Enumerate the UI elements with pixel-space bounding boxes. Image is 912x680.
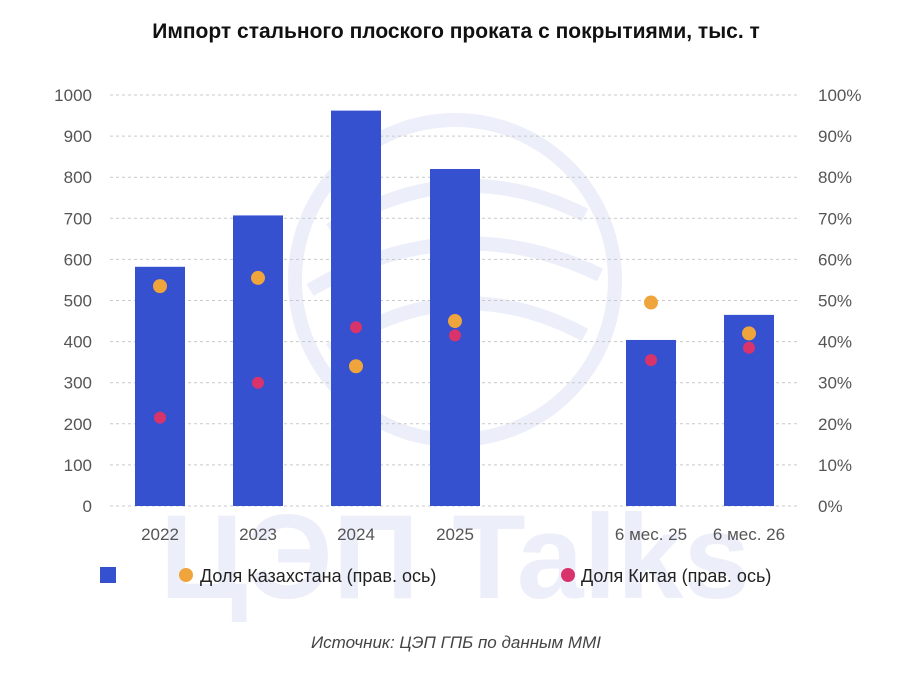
- x-tick-label: 6 мес. 25: [615, 525, 687, 544]
- china-share-point-2025: [449, 329, 461, 342]
- left-tick-label: 800: [64, 168, 92, 187]
- right-tick-label: 60%: [818, 250, 852, 269]
- left-tick-label: 400: [64, 333, 92, 352]
- dot-series: [153, 270, 756, 424]
- bar-2024: [331, 110, 381, 507]
- left-tick-label: 200: [64, 415, 92, 434]
- left-tick-label: 100: [64, 456, 92, 475]
- x-tick-label: 2024: [337, 525, 375, 544]
- right-axis-ticks: 0% 10% 20% 30% 40% 50% 60% 70% 80% 90% 100%: [818, 86, 861, 516]
- right-tick-label: 100%: [818, 86, 861, 105]
- right-tick-label: 50%: [818, 292, 852, 311]
- bar-series: [135, 110, 774, 507]
- legend-bar-swatch: [100, 567, 116, 583]
- x-tick-label: 2025: [436, 525, 474, 544]
- kazakhstan-share-point-6 мес. 25: [644, 295, 658, 310]
- bar-2022: [135, 266, 185, 506]
- left-tick-label: 900: [64, 127, 92, 146]
- x-axis-ticks: 2022 2023 2024 2025 6 мес. 25 6 мес. 26: [141, 525, 785, 544]
- kazakhstan-share-point-2022: [153, 279, 167, 294]
- left-tick-label: 700: [64, 209, 92, 228]
- left-tick-label: 300: [64, 374, 92, 393]
- x-tick-label: 2023: [239, 525, 277, 544]
- kazakhstan-share-point-2023: [251, 270, 265, 285]
- kazakhstan-share-point-6 мес. 26: [742, 326, 756, 341]
- chart-title: Импорт стального плоского проката с покр…: [152, 20, 760, 43]
- china-share-point-2022: [154, 411, 166, 424]
- china-share-point-6 мес. 25: [645, 354, 657, 367]
- left-tick-label: 500: [64, 292, 92, 311]
- right-tick-label: 20%: [818, 415, 852, 434]
- legend-kazakhstan-label: Доля Казахстана (прав. ось): [200, 566, 436, 586]
- right-tick-label: 70%: [818, 209, 852, 228]
- source-note: Источник: ЦЭП ГПБ по данным MMI: [311, 633, 601, 652]
- legend-china-swatch: [561, 568, 575, 582]
- china-share-point-2024: [350, 321, 362, 334]
- legend: Доля Казахстана (прав. ось) Доля Китая (…: [100, 566, 771, 586]
- right-tick-label: 30%: [818, 374, 852, 393]
- legend-china-label: Доля Китая (прав. ось): [581, 566, 771, 586]
- right-tick-label: 40%: [818, 333, 852, 352]
- kazakhstan-share-point-2024: [349, 359, 363, 374]
- right-tick-label: 80%: [818, 168, 852, 187]
- left-tick-label: 0: [83, 497, 92, 516]
- x-tick-label: 6 мес. 26: [713, 525, 785, 544]
- legend-kazakhstan-swatch: [179, 568, 193, 582]
- right-tick-label: 0%: [818, 497, 843, 516]
- x-tick-label: 2022: [141, 525, 179, 544]
- left-tick-label: 1000: [54, 86, 92, 105]
- kazakhstan-share-point-2025: [448, 314, 462, 329]
- china-share-point-2023: [252, 376, 264, 389]
- china-share-point-6 мес. 26: [743, 341, 755, 354]
- watermark-text: ЦЭП Talks: [160, 490, 751, 624]
- bar-6 мес. 25: [626, 339, 676, 506]
- bar-2023: [233, 215, 283, 506]
- left-tick-label: 600: [64, 250, 92, 269]
- left-axis-ticks: 0 100 200 300 400 500 600 700 800 900 1000: [54, 86, 92, 516]
- right-tick-label: 10%: [818, 456, 852, 475]
- right-tick-label: 90%: [818, 127, 852, 146]
